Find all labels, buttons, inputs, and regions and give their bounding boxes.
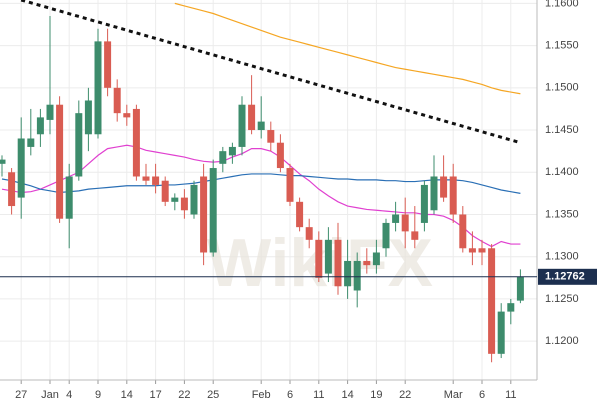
candle-body xyxy=(123,113,131,118)
x-tick-label: 19 xyxy=(370,389,382,401)
x-tick-label: 17 xyxy=(149,389,161,401)
candle-body xyxy=(392,214,400,223)
candle-body xyxy=(65,176,73,219)
moving-average xyxy=(174,2,521,95)
candle-body xyxy=(286,168,294,202)
y-tick-label: 1.1250 xyxy=(545,293,579,305)
candle-body xyxy=(440,176,448,198)
x-tick-label: 22 xyxy=(399,389,411,401)
candle-body xyxy=(468,248,476,253)
candle-body xyxy=(420,184,428,223)
candle-body xyxy=(27,138,35,147)
candle-body xyxy=(75,113,83,177)
current-price-box xyxy=(538,268,597,285)
candle-body xyxy=(238,104,246,147)
candle-body xyxy=(324,239,332,274)
y-tick-label: 1.1200 xyxy=(545,335,579,347)
candle-body xyxy=(382,222,390,249)
candle-body xyxy=(507,303,515,312)
moving-average xyxy=(1,144,521,248)
x-tick-label: 22 xyxy=(178,389,190,401)
candle-body xyxy=(161,180,169,202)
candle-body xyxy=(190,184,198,215)
candle-body xyxy=(449,176,457,215)
y-tick-label: 1.1550 xyxy=(545,40,579,52)
candle-body xyxy=(180,197,188,211)
candle-body xyxy=(152,176,160,185)
candle-body xyxy=(8,172,16,207)
candle-body xyxy=(411,231,419,240)
candle-body xyxy=(0,159,6,164)
candle-body xyxy=(334,239,342,287)
y-tick-label: 1.1300 xyxy=(545,251,579,263)
x-tick-label: 6 xyxy=(287,389,293,401)
candle-body xyxy=(363,260,371,266)
x-tick-label: 11 xyxy=(505,389,516,401)
candle-body xyxy=(17,138,25,198)
x-tick-label: 4 xyxy=(66,389,72,401)
candle-body xyxy=(305,227,313,240)
x-tick-label: 9 xyxy=(95,389,101,401)
x-tick-label: 11 xyxy=(313,389,324,401)
candle-body xyxy=(257,121,265,131)
candle-body xyxy=(219,151,227,164)
candle-body xyxy=(372,252,380,266)
candle-body xyxy=(497,311,505,354)
candle-body xyxy=(516,276,524,301)
candle-body xyxy=(56,104,64,219)
candle-body xyxy=(36,117,44,135)
candle-body xyxy=(267,130,275,143)
x-tick-label: 27 xyxy=(15,389,27,401)
candle-body xyxy=(228,146,236,156)
candle-body xyxy=(488,248,496,354)
candle-body xyxy=(142,176,150,181)
y-tick-label: 1.1450 xyxy=(545,124,579,136)
x-tick-label: 25 xyxy=(207,389,219,401)
y-tick-label: 1.1400 xyxy=(545,166,579,178)
candle-body xyxy=(104,41,112,88)
y-tick-label: 1.1500 xyxy=(545,82,579,94)
candle-body xyxy=(248,104,256,131)
candle-body xyxy=(353,260,361,291)
current-price-label: 1.12762 xyxy=(545,271,585,283)
x-tick-label: 14 xyxy=(341,389,353,401)
y-tick-label: 1.1600 xyxy=(545,0,579,9)
candle-body xyxy=(84,100,92,135)
candle-body xyxy=(200,176,208,253)
trendline xyxy=(20,0,521,145)
x-tick-label: Mar xyxy=(444,389,463,401)
candle-body xyxy=(430,176,438,211)
candle-body xyxy=(113,87,121,114)
candle-body xyxy=(315,239,323,278)
candle-body xyxy=(132,108,140,177)
candle-body xyxy=(171,197,179,202)
candle-body xyxy=(344,260,352,287)
y-tick-label: 1.1350 xyxy=(545,208,579,220)
x-tick-label: 14 xyxy=(121,389,133,401)
candle-body xyxy=(94,41,102,135)
candle-body xyxy=(209,168,217,253)
x-tick-label: 6 xyxy=(479,389,485,401)
candle-body xyxy=(296,201,304,228)
candle-body xyxy=(478,248,486,253)
x-tick-label: Feb xyxy=(252,389,271,401)
candle-body xyxy=(46,104,54,120)
candle-body xyxy=(459,214,467,249)
candle-body xyxy=(276,142,284,169)
candle-body xyxy=(401,214,409,232)
x-tick-label: Jan xyxy=(41,389,59,401)
